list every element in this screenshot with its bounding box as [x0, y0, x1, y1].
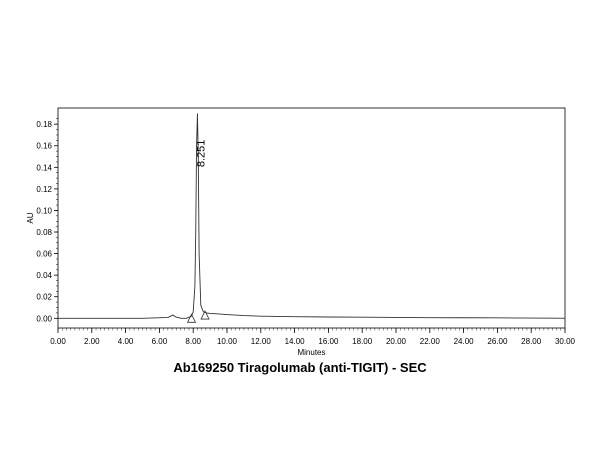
x-tick-label: 28.00 [521, 337, 542, 346]
plot-frame [57, 107, 566, 329]
x-tick-label: 20.00 [386, 337, 407, 346]
x-tick-label: 30.00 [555, 337, 576, 346]
x-tick-label: 24.00 [454, 337, 475, 346]
y-tick-label: 0.00 [36, 314, 52, 323]
x-tick-label: 26.00 [487, 337, 508, 346]
y-tick-label: 0.04 [36, 271, 52, 280]
chromatogram-trace [58, 113, 566, 319]
integration-markers [186, 310, 210, 323]
y-tick-label: 0.02 [36, 293, 52, 302]
chart-title: Ab169250 Tiragolumab (anti-TIGIT) - SEC [173, 360, 427, 375]
y-axis-label: AU [26, 212, 35, 223]
y-tick-label: 0.16 [36, 142, 52, 151]
y-tick-label: 0.10 [36, 206, 52, 215]
integration-marker [200, 310, 210, 320]
trace-group [58, 113, 566, 319]
x-tick-label: 10.00 [217, 337, 238, 346]
peak-retention-label: 8.251 [195, 140, 207, 168]
x-tick-label: 12.00 [251, 337, 272, 346]
x-axis-ticks: 0.00 2.00 4.00 6.00 8.00 10.00 12.00 14.00 16.00… [50, 328, 576, 346]
y-tick-label: 0.14 [36, 163, 52, 172]
x-tick-label: 0.00 [50, 337, 66, 346]
x-tick-label: 4.00 [118, 337, 134, 346]
y-tick-label: 0.12 [36, 185, 52, 194]
y-tick-label: 0.18 [36, 120, 52, 129]
x-tick-label: 18.00 [352, 337, 373, 346]
y-tick-label: 0.06 [36, 250, 52, 259]
x-tick-label: 2.00 [84, 337, 100, 346]
x-tick-label: 8.00 [185, 337, 201, 346]
x-tick-label: 22.00 [420, 337, 441, 346]
x-tick-label: 16.00 [318, 337, 339, 346]
x-tick-label: 6.00 [152, 337, 168, 346]
y-axis-ticks: 0.00 0.02 0.04 0.06 0.08 0.10 0.12 0.14 0.16 0.18 [36, 118, 58, 323]
x-tick-label: 14.00 [285, 337, 306, 346]
integration-marker [186, 313, 197, 323]
y-tick-label: 0.08 [36, 228, 52, 237]
x-axis-label: Minutes [297, 348, 325, 357]
